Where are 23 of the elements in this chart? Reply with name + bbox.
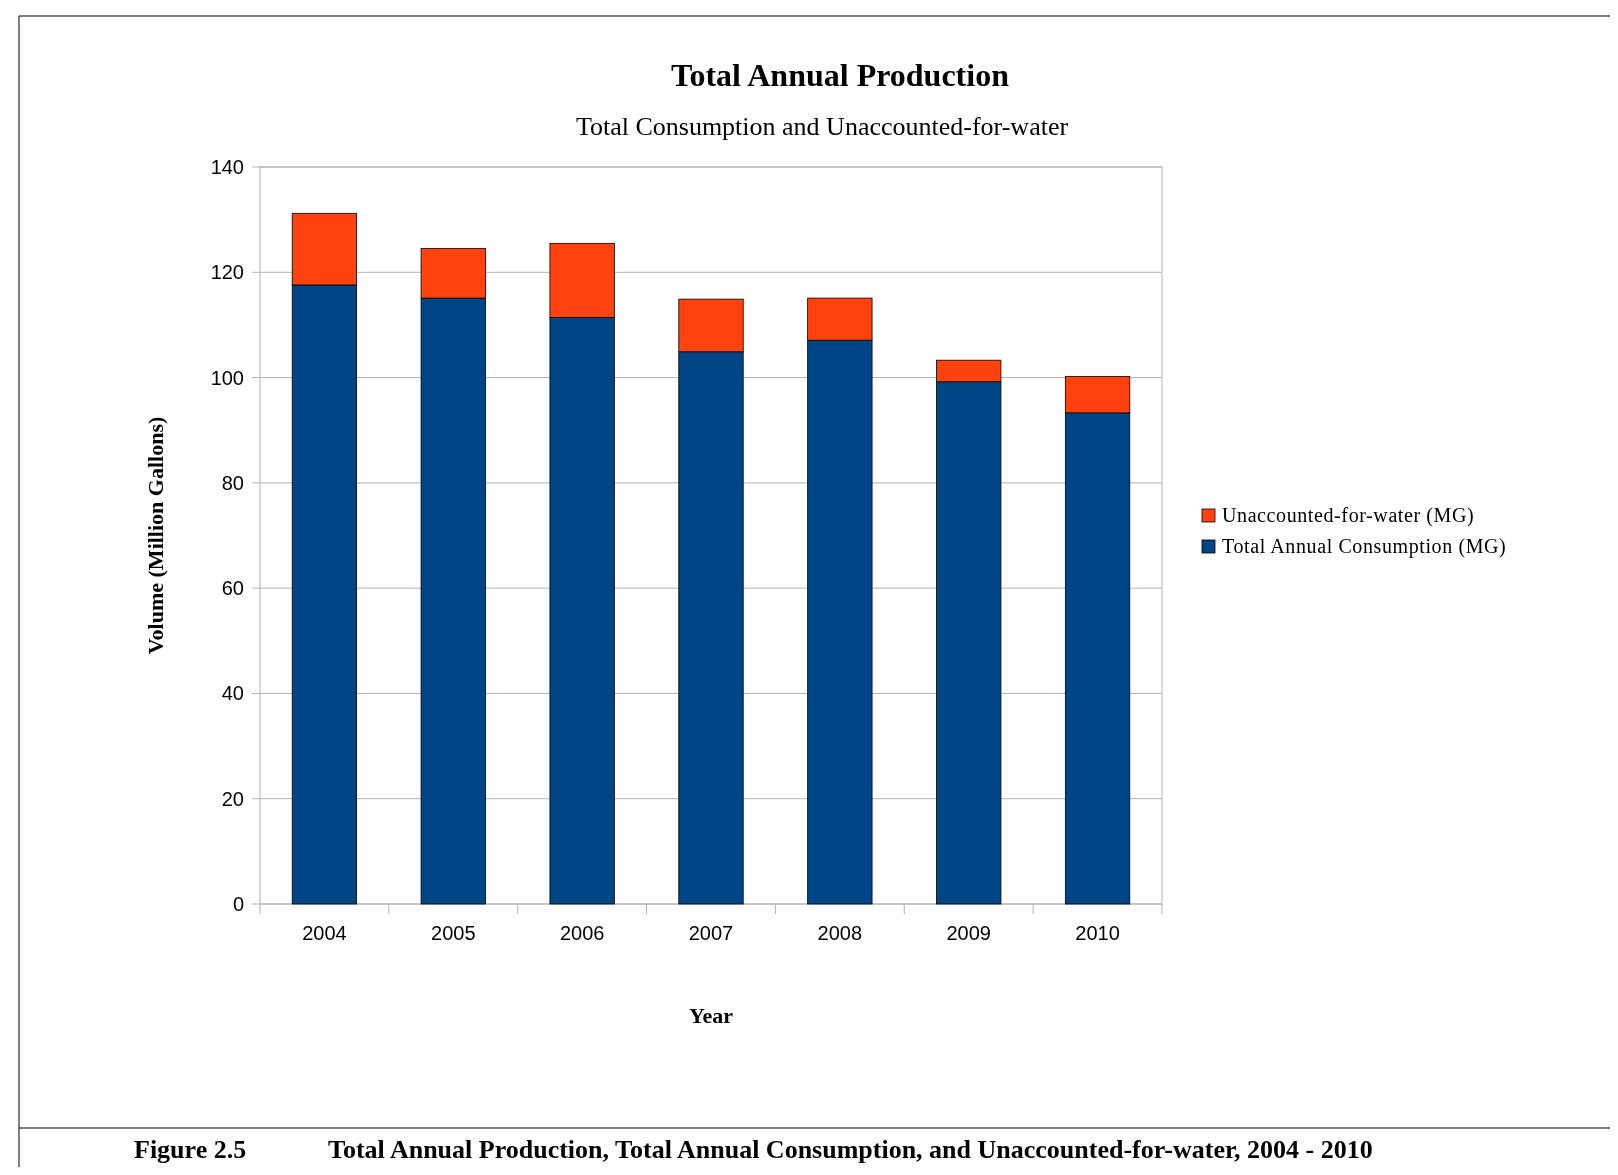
- caption: Figure 2.5: [134, 1135, 247, 1164]
- y-tick-label: 100: [210, 366, 244, 389]
- x-tick-label: 2009: [946, 922, 991, 944]
- x-tick-label: 2010: [1075, 922, 1120, 944]
- chart-title: Total Annual Production: [671, 57, 1010, 93]
- legend-label: Total Annual Consumption (MG): [1222, 535, 1507, 558]
- chart-subtitle: Total Consumption and Unaccounted-for-water: [575, 112, 1069, 141]
- x-axis-title: Year: [689, 1003, 734, 1028]
- y-tick-label: 60: [221, 577, 244, 600]
- x-tick-label: 2008: [817, 922, 863, 944]
- y-tick-label: 40: [221, 682, 244, 705]
- y-tick-label: 120: [210, 261, 244, 284]
- y-tick-label: 20: [221, 787, 244, 810]
- x-tick-label: 2006: [559, 922, 605, 944]
- x-tick-label: 2005: [431, 922, 476, 944]
- legend-label: Unaccounted-for-water (MG): [1222, 504, 1475, 527]
- x-tick-label: 2007: [688, 922, 734, 944]
- y-tick-label: 140: [210, 156, 244, 178]
- x-tick-label: 2004: [302, 922, 347, 944]
- text: Total Annual Production, Total Annual Consumption, and Unaccounted-for-water, 2004 - 2010: [328, 1135, 1373, 1164]
- y-axis-title: Volume (Million Gallons): [143, 416, 168, 655]
- y-tick-label: 80: [221, 471, 244, 494]
- y-tick-label: 0: [232, 893, 244, 915]
